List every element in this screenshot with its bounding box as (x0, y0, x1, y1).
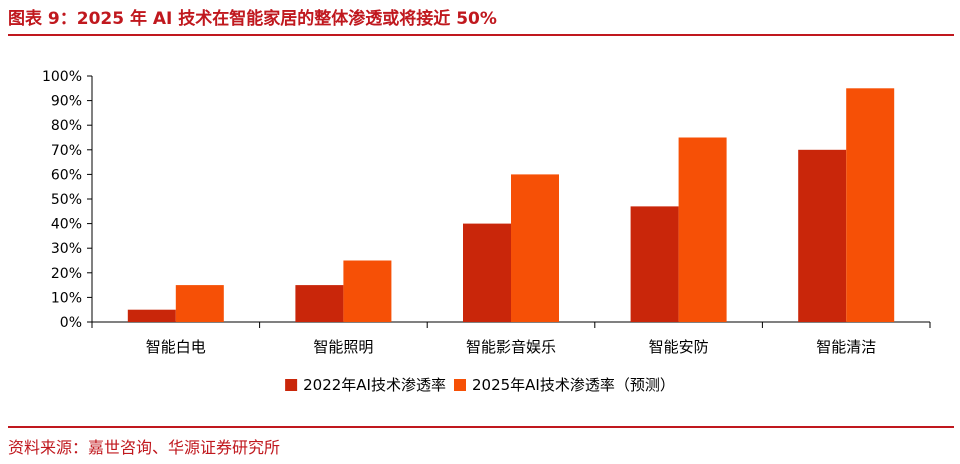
y-tick-label: 20% (51, 266, 82, 282)
bar-2022 (295, 285, 344, 322)
category-label: 智能照明 (313, 338, 373, 356)
bar-2025 (175, 285, 224, 322)
bar-2022 (127, 309, 176, 322)
legend-swatch-2025 (454, 379, 466, 391)
bar-2025 (511, 174, 559, 322)
y-tick-label: 60% (51, 167, 82, 183)
y-tick-label: 10% (51, 290, 82, 306)
category-label: 智能影音娱乐 (466, 338, 556, 356)
y-tick-label: 70% (51, 143, 82, 159)
y-tick-label: 40% (51, 217, 82, 233)
legend-label: 2022年AI技术渗透率 (303, 376, 446, 394)
category-label: 智能清洁 (816, 338, 876, 356)
source-divider (8, 426, 954, 428)
legend-swatch-2022 (285, 379, 298, 391)
y-tick-label: 50% (51, 192, 82, 208)
source-note: 资料来源：嘉世咨询、华源证券研究所 (8, 438, 281, 457)
title-divider (8, 34, 954, 36)
category-label: 智能安防 (649, 338, 709, 356)
y-tick-label: 80% (51, 118, 82, 134)
bar-2025 (678, 137, 727, 322)
y-tick-label: 0% (60, 315, 82, 331)
y-tick-label: 90% (51, 94, 82, 110)
y-tick-label: 30% (51, 241, 82, 257)
bar-2025 (846, 88, 895, 322)
category-label: 智能白电 (146, 338, 206, 356)
bar-2022 (630, 206, 679, 322)
bar-2022 (798, 149, 847, 322)
figure-title: 图表 9：2025 年 AI 技术在智能家居的整体渗透或将接近 50% (8, 9, 497, 29)
legend-label: 2025年AI技术渗透率（预测） (472, 376, 675, 394)
y-tick-label: 100% (42, 69, 82, 85)
bar-chart: 0% 10% 20% 30% 40% 50% 60% 70% 80% 90% 100% 智能白电 智能照… (42, 69, 931, 394)
bar-2022 (463, 223, 511, 322)
bar-2025 (343, 260, 392, 322)
